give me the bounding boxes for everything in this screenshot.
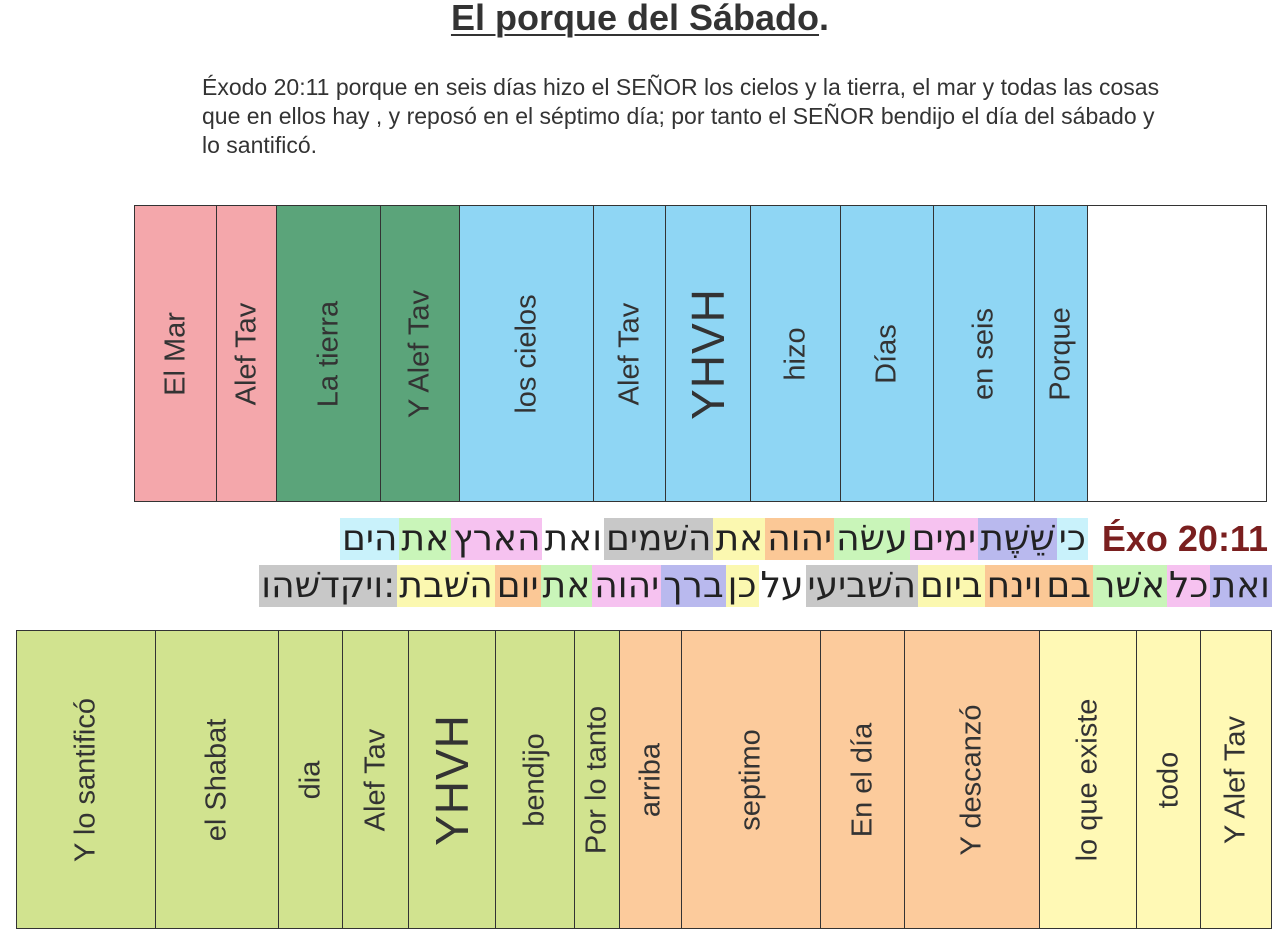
top-cell-label: los cielos [510,293,542,414]
bottom-cell-label: dia [294,760,326,799]
hebrew-word: ואת [1210,565,1272,607]
hebrew-word: כי [1056,518,1088,560]
hebrew-word: יהוה [592,565,662,607]
bottom-cell-label: En el día [846,722,878,837]
top-cell-label: en seis [967,307,1000,400]
top-cell-label: Y Alef Tav [403,289,436,418]
bottom-cell-arriba: arriba [620,631,682,928]
verse-reference: Éxo 20:11 [1101,518,1268,559]
bottom-cell-septimo: septimo [682,631,821,928]
hebrew-word: השׁביעי [805,565,918,607]
bottom-cell-label: bendijo [518,732,551,827]
hebrew-word: ואת [542,518,605,560]
bottom-cell-label: arriba [634,742,666,817]
bottom-cell-label: Y lo santificó [69,697,102,862]
hebrew-word: את [399,518,452,560]
bottom-cell-label: Y descanzó [955,703,988,856]
bottom-cell-label: Alef Tav [359,728,391,831]
top-cell-los-cielos: los cielos [460,206,594,501]
top-cell-porque: Porque [1035,206,1088,501]
top-cell-label: La tierra [312,300,344,407]
hebrew-word: אשׁר [1093,565,1167,607]
top-cell-label: YHVH [682,287,734,420]
top-cell-la-tierra: La tierra [277,206,381,501]
bottom-cell-label: lo que existe [1071,698,1104,861]
top-cell-yhvh: YHVH [666,206,751,501]
bottom-cell-yhvh: YHVH [409,631,496,928]
hebrew-word: את [540,565,593,607]
bottom-cell-label: Y Alef Tav [1219,715,1252,844]
top-cell-el-mar: El Mar [135,206,217,501]
hebrew-word: יהוה [765,518,835,560]
top-cell-label: Alef Tav [613,302,645,405]
bottom-cell-label: todo [1152,751,1184,808]
hebrew-line-2: ואת כל אשׁר בם וינח ביום השׁביעי על כן ב… [259,565,1272,607]
bottom-cell-el-shabat: el Shabat [156,631,279,928]
bottom-cell-dia: dia [279,631,343,928]
hebrew-word: ביום [918,565,985,607]
hebrew-word: שֵׁשֶׁת [978,518,1057,560]
bottom-cell-alef-tav: Alef Tav [343,631,409,928]
hebrew-word: עשׂה [834,518,910,560]
bottom-cell-y-lo-santifico: Y lo santificó [17,631,156,928]
title-period: . [819,0,830,38]
hebrew-word: ימים [909,518,979,560]
bottom-cell-label: Por lo tanto [580,705,613,854]
hebrew-word: ויקדשׁהו: [259,565,398,607]
hebrew-word: השׁמים [604,518,714,560]
bottom-cell-label: YHVH [426,713,478,846]
hebrew-word: את [713,518,766,560]
bottom-cell-bendijo: bendijo [496,631,575,928]
bottom-cell-y-descanzo: Y descanzó [905,631,1040,928]
top-cell-alef-tav-2: Alef Tav [594,206,666,501]
bottom-cell-label: el Shabat [200,718,233,841]
hebrew-word: בם [1044,565,1094,607]
top-cell-empty [1088,206,1266,501]
top-cell-dias: Días [841,206,934,501]
verse-text: Éxodo 20:11 porque en seis días hizo el … [202,74,1160,158]
top-cell-hizo: hizo [751,206,841,501]
hebrew-word: כל [1166,565,1211,607]
bottom-cell-y-alef-tav: Y Alef Tav [1201,631,1271,928]
top-cell-alef-tav-1: Alef Tav [217,206,277,501]
bottom-cell-label: septimo [734,728,767,831]
top-cell-label: Días [870,323,903,384]
bottom-cell-en-el-dia: En el día [821,631,905,928]
hebrew-word: וינח [984,565,1045,607]
hebrew-word: ברך [661,565,726,607]
hebrew-word: הארץ [451,518,543,560]
top-cell-label: Porque [1044,306,1077,401]
bottom-cell-todo: todo [1137,631,1201,928]
hebrew-word: יום [494,565,541,607]
bottom-word-table: Y lo santificó el Shabat dia Alef Tav YH… [16,630,1272,929]
top-cell-en-seis: en seis [934,206,1035,501]
top-word-table: El Mar Alef Tav La tierra Y Alef Tav los… [134,205,1267,502]
hebrew-word: על [758,565,806,607]
page-title: El porque del Sábado. [0,0,1280,40]
hebrew-word: הים [339,518,400,560]
top-cell-label: hizo [779,326,811,381]
bottom-cell-lo-que-existe: lo que existe [1040,631,1137,928]
top-cell-label: El Mar [159,311,191,396]
top-cell-label: Alef Tav [230,302,262,405]
hebrew-word: כן [725,565,759,607]
title-text: El porque del Sábado [450,0,820,38]
hebrew-line-1: Éxo 20:11 כי שֵׁשֶׁת ימים עשׂה יהוה את ה… [339,518,1268,560]
bottom-cell-por-lo-tanto: Por lo tanto [575,631,620,928]
top-cell-y-alef-tav: Y Alef Tav [381,206,460,501]
hebrew-word: השׁבת [397,565,495,607]
